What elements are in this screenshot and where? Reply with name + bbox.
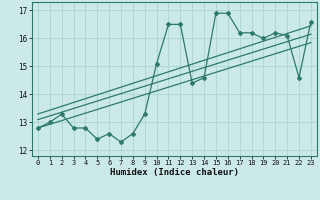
X-axis label: Humidex (Indice chaleur): Humidex (Indice chaleur)	[110, 168, 239, 177]
